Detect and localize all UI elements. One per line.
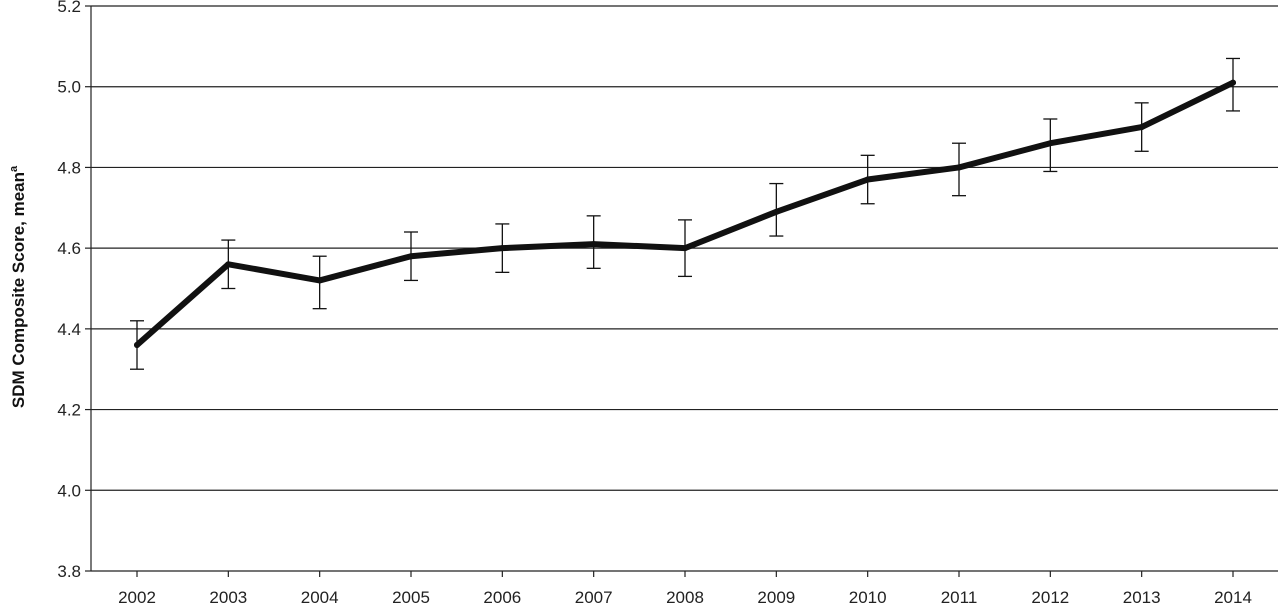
y-tick-label: 3.8 [57, 562, 81, 581]
y-tick-label: 4.8 [57, 158, 81, 177]
y-tick-label: 4.4 [57, 320, 81, 339]
y-tick-label: 5.2 [57, 0, 81, 16]
gridlines [91, 5, 1278, 491]
y-tick-label: 4.2 [57, 401, 81, 420]
data-point [1138, 124, 1145, 131]
data-point [499, 245, 506, 252]
x-tick-label: 2012 [1031, 588, 1069, 607]
data-point [316, 277, 323, 284]
axes [85, 5, 1278, 577]
x-tick-label: 2011 [941, 588, 978, 607]
data-point [1047, 140, 1054, 147]
x-tick-label: 2002 [118, 588, 156, 607]
data-point [773, 208, 780, 215]
error-bars [130, 57, 1240, 370]
y-tick-label: 4.6 [57, 239, 81, 258]
series [134, 79, 1236, 348]
x-tick-label: 2013 [1123, 588, 1161, 607]
x-tick-label: 2006 [483, 588, 521, 607]
y-tick-label: 4.0 [57, 481, 81, 500]
data-point [408, 253, 414, 260]
x-tick-labels: 2002 2003 2004 2005 2006 2007 2008 2009 2010 2011… [118, 588, 1252, 607]
x-tick-label: 2003 [209, 588, 247, 607]
y-tick-labels: 3.8 4.0 4.2 4.4 4.6 4.8 5.0 5.2 [57, 0, 81, 581]
x-tick-label: 2007 [575, 588, 613, 607]
y-tick-label: 5.0 [57, 78, 81, 97]
data-point [134, 342, 140, 348]
x-tick-label: 2014 [1214, 588, 1252, 607]
x-tick-label: 2010 [849, 588, 887, 607]
data-point [682, 245, 688, 252]
data-point [225, 261, 232, 268]
x-tick-label: 2004 [301, 588, 339, 607]
x-tick-label: 2008 [666, 588, 704, 607]
y-axis-title: SDM Composite Score, meana [8, 165, 28, 408]
data-point [864, 176, 871, 183]
data-point [1230, 79, 1236, 86]
series-line [134, 79, 1236, 348]
data-point [590, 241, 597, 248]
data-point [956, 164, 962, 171]
x-tick-label: 2009 [757, 588, 795, 607]
x-tick-label: 2005 [392, 588, 430, 607]
